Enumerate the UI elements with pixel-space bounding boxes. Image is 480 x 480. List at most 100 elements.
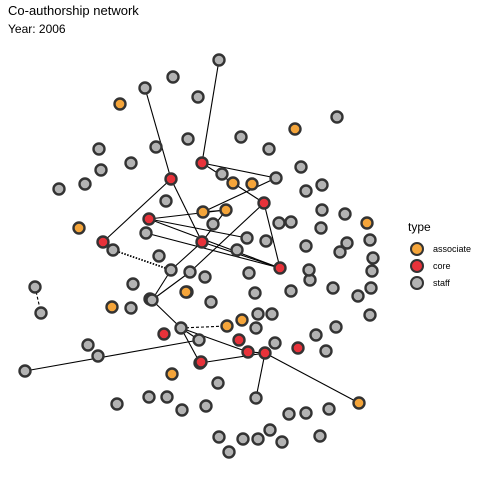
node-core-n29 [142, 212, 156, 226]
node-staff-n44 [164, 263, 178, 277]
node-core-n73 [194, 355, 208, 369]
node-staff-n92 [175, 403, 189, 417]
node-staff-n2 [138, 81, 152, 95]
legend-item-core: core [408, 257, 471, 274]
node-staff-n87 [211, 376, 225, 390]
node-staff-n77 [329, 320, 343, 334]
edge-n1-n13 [201, 59, 220, 164]
node-staff-n8 [181, 132, 195, 146]
node-associate-n51 [105, 300, 119, 314]
node-staff-n66 [34, 306, 48, 320]
edge-n29-n40 [148, 218, 248, 239]
node-staff-n41 [106, 243, 120, 257]
node-staff-n10 [92, 142, 106, 156]
legend-item-associate: associate [408, 240, 471, 257]
node-staff-n32 [139, 226, 153, 240]
edge-n57-n79 [151, 299, 182, 329]
legend-item-staff: staff [408, 274, 471, 291]
legend-title: type [408, 220, 431, 234]
node-staff-n88 [363, 308, 377, 322]
node-staff-n61 [248, 286, 262, 300]
node-staff-n22 [52, 182, 66, 196]
node-staff-n36 [284, 215, 298, 229]
node-staff-n45 [152, 249, 166, 263]
node-core-n26 [257, 196, 271, 210]
node-associate-n21 [245, 177, 259, 191]
node-staff-n96 [322, 402, 336, 416]
node-staff-n94 [282, 407, 296, 421]
node-associate-n27 [196, 205, 210, 219]
node-staff-e2 [124, 301, 138, 315]
node-staff-n91 [160, 390, 174, 404]
node-staff-n14 [124, 156, 138, 170]
node-staff-n24 [269, 171, 283, 185]
node-staff-n80 [81, 338, 95, 352]
node-staff-n97 [263, 423, 277, 437]
node-staff-n76 [309, 328, 323, 342]
node-staff-n9 [234, 130, 248, 144]
legend: type associate core staff [408, 220, 471, 291]
node-staff-n103 [313, 429, 327, 443]
node-staff-n17 [294, 160, 308, 174]
node-staff-n47 [299, 239, 313, 253]
node-staff-n6 [330, 110, 344, 124]
node-associate-n89 [352, 396, 366, 410]
node-staff-n99 [212, 430, 226, 444]
node-associate-n59 [179, 285, 193, 299]
node-staff-n67 [251, 307, 265, 321]
node-staff-n60 [204, 295, 218, 309]
edge-n54-n57 [151, 271, 191, 301]
node-core-n72 [291, 341, 305, 355]
edge-n24-n27 [202, 177, 277, 213]
node-core-n43 [273, 261, 287, 275]
node-staff-n98 [249, 391, 263, 405]
node-staff-n12 [262, 142, 276, 156]
node-core-n71 [232, 333, 246, 347]
node-staff-n54 [183, 265, 197, 279]
node-associate-n20 [226, 176, 240, 190]
node-associate-n3 [113, 97, 127, 111]
edge-n79-n63 [180, 325, 228, 329]
node-staff-n55 [198, 270, 212, 284]
node-staff-e10 [249, 321, 263, 335]
node-staff-e9 [326, 281, 340, 295]
edge-n86-n89 [264, 352, 360, 404]
node-associate-n78 [235, 313, 249, 327]
node-staff-n23 [315, 178, 329, 192]
edge-n79-n75 [180, 327, 249, 353]
node-staff-n74 [268, 336, 282, 350]
node-staff-n100 [236, 432, 250, 446]
legend-label-associate: associate [433, 243, 472, 254]
node-associate-n63 [220, 319, 234, 333]
edge-n81-n85 [24, 339, 200, 372]
node-staff-n48 [314, 221, 328, 235]
node-staff-n102 [275, 435, 289, 449]
node-associate-n82 [165, 367, 179, 381]
node-staff-n95 [299, 406, 313, 420]
node-staff-e4 [351, 289, 365, 303]
legend-key-associate [410, 241, 424, 256]
legend-key-staff [410, 275, 424, 290]
edge-n2-n15 [144, 87, 172, 180]
legend-key-core [410, 258, 424, 273]
edge-n70-n86 [199, 352, 266, 364]
node-associate-n31 [72, 221, 86, 235]
legend-label-staff: staff [433, 277, 450, 288]
node-core-n39 [195, 235, 209, 249]
node-staff-n62 [284, 284, 298, 298]
node-associate-n7 [288, 122, 302, 136]
node-staff-e5 [366, 251, 380, 265]
node-staff-e8 [333, 245, 347, 259]
node-staff-e6 [365, 264, 379, 278]
node-staff-n11 [149, 140, 163, 154]
edge-n26-n54 [189, 202, 265, 273]
node-staff-n37 [315, 203, 329, 217]
node-core-n86 [258, 346, 272, 360]
node-staff-n46 [230, 243, 244, 257]
edge-n28-n29 [148, 209, 227, 220]
node-staff-n42 [259, 234, 273, 248]
edge-n26-n43 [263, 202, 281, 269]
node-staff-n1 [212, 53, 226, 67]
node-staff-n83 [91, 349, 105, 363]
edge-n32-n43 [145, 232, 281, 269]
